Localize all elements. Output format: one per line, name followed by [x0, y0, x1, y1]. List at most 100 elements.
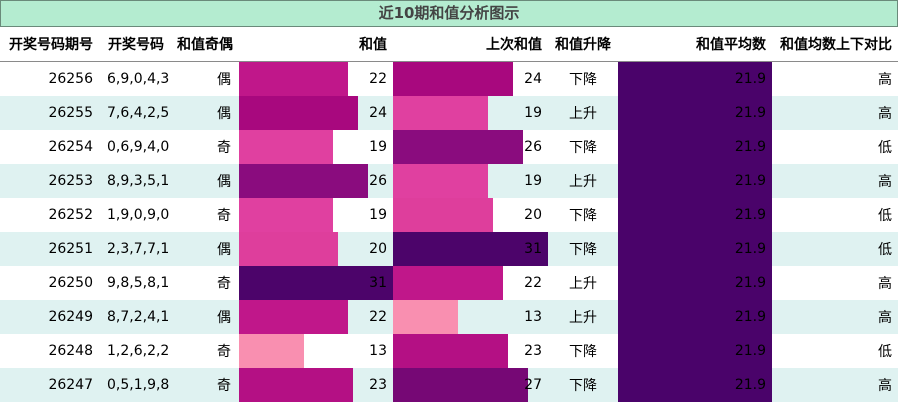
cell-compare: 低	[878, 344, 892, 360]
cell-prev-sum-value: 22	[524, 275, 542, 291]
cell-avg-bar	[618, 266, 772, 300]
cell-avg-bar	[618, 164, 772, 198]
sum-analysis-table: 开奖号码期号 开奖号码 和值奇偶 和值 上次和值 和值升降 和值平均数 和值均数…	[0, 27, 898, 402]
chart-title: 近10期和值分析图示	[0, 0, 898, 27]
cell-prev-sum-bar	[393, 130, 523, 164]
cell-avg: 21.9	[618, 334, 772, 368]
cell-numbers: 1,9,0,9,0	[107, 207, 170, 223]
cell-prev-sum-value: 26	[524, 139, 542, 155]
cell-avg-bar	[618, 96, 772, 130]
cell-sum: 13	[239, 334, 393, 368]
cell-sum: 31	[239, 266, 393, 300]
cell-prev-sum-bar	[393, 368, 528, 402]
header-compare: 和值均数上下对比	[780, 37, 892, 53]
cell-trend: 上升	[569, 310, 597, 326]
cell-trend: 下降	[569, 378, 597, 394]
cell-sum-value: 22	[369, 71, 387, 87]
cell-sum-value: 31	[369, 275, 387, 291]
cell-sum-value: 13	[369, 343, 387, 359]
table-row: 26252 1,9,0,9,0 奇 19 20 下降 21.9 低	[0, 198, 898, 232]
cell-trend: 下降	[569, 140, 597, 156]
cell-prev-sum: 22	[393, 266, 548, 300]
cell-prev-sum: 31	[393, 232, 548, 266]
table-row: 26254 0,6,9,4,0 奇 19 26 下降 21.9 低	[0, 130, 898, 164]
cell-issue: 26253	[48, 173, 93, 189]
cell-sum: 24	[239, 96, 393, 130]
cell-trend: 下降	[569, 72, 597, 88]
cell-compare: 高	[878, 310, 892, 326]
cell-avg-value: 21.9	[734, 343, 766, 359]
cell-sum-value: 24	[369, 105, 387, 121]
cell-compare: 高	[878, 106, 892, 122]
cell-avg: 21.9	[618, 266, 772, 300]
cell-trend: 下降	[569, 208, 597, 224]
header-parity: 和值奇偶	[177, 37, 233, 53]
cell-issue: 26254	[48, 139, 93, 155]
cell-compare: 高	[878, 276, 892, 292]
cell-prev-sum: 19	[393, 164, 548, 198]
cell-issue: 26255	[48, 105, 93, 121]
cell-parity: 偶	[217, 106, 231, 122]
cell-avg: 21.9	[618, 232, 772, 266]
cell-sum-value: 19	[369, 139, 387, 155]
cell-prev-sum-value: 24	[524, 71, 542, 87]
cell-avg-bar	[618, 130, 772, 164]
cell-parity: 奇	[217, 140, 231, 156]
table-row: 26256 6,9,0,4,3 偶 22 24 下降 21.9 高	[0, 62, 898, 96]
cell-prev-sum: 23	[393, 334, 548, 368]
cell-prev-sum-value: 23	[524, 343, 542, 359]
cell-sum: 19	[239, 198, 393, 232]
cell-avg-value: 21.9	[734, 139, 766, 155]
cell-issue: 26251	[48, 241, 93, 257]
cell-issue: 26252	[48, 207, 93, 223]
cell-avg-value: 21.9	[734, 309, 766, 325]
cell-avg-bar	[618, 368, 772, 402]
cell-issue: 26249	[48, 309, 93, 325]
cell-sum-value: 19	[369, 207, 387, 223]
cell-sum: 26	[239, 164, 393, 198]
header-issue: 开奖号码期号	[9, 37, 93, 53]
cell-avg: 21.9	[618, 198, 772, 232]
cell-avg-bar	[618, 198, 772, 232]
cell-sum: 22	[239, 62, 393, 96]
cell-avg: 21.9	[618, 62, 772, 96]
header-row: 开奖号码期号 开奖号码 和值奇偶 和值 上次和值 和值升降 和值平均数 和值均数…	[0, 27, 898, 62]
cell-numbers: 8,7,2,4,1	[107, 309, 170, 325]
table-row: 26255 7,6,4,2,5 偶 24 19 上升 21.9 高	[0, 96, 898, 130]
cell-avg-value: 21.9	[734, 275, 766, 291]
table-row: 26250 9,8,5,8,1 奇 31 22 上升 21.9 高	[0, 266, 898, 300]
cell-avg-value: 21.9	[734, 377, 766, 393]
cell-avg: 21.9	[618, 130, 772, 164]
header-prev-sum: 上次和值	[486, 37, 542, 53]
cell-trend: 上升	[569, 106, 597, 122]
cell-issue: 26248	[48, 343, 93, 359]
cell-avg: 21.9	[618, 368, 772, 402]
cell-prev-sum-value: 27	[524, 377, 542, 393]
cell-avg: 21.9	[618, 300, 772, 334]
header-sum: 和值	[359, 37, 387, 53]
cell-prev-sum: 26	[393, 130, 548, 164]
cell-sum: 20	[239, 232, 393, 266]
cell-sum-value: 23	[369, 377, 387, 393]
cell-avg-bar	[618, 334, 772, 368]
cell-sum-bar	[239, 300, 348, 334]
cell-compare: 低	[878, 208, 892, 224]
cell-numbers: 1,2,6,2,2	[107, 343, 170, 359]
cell-compare: 低	[878, 140, 892, 156]
cell-sum-value: 20	[369, 241, 387, 257]
cell-numbers: 6,9,0,4,3	[107, 71, 170, 87]
header-numbers: 开奖号码	[108, 37, 164, 53]
cell-compare: 高	[878, 72, 892, 88]
table-row: 26253 8,9,3,5,1 偶 26 19 上升 21.9 高	[0, 164, 898, 198]
cell-prev-sum-value: 19	[524, 105, 542, 121]
cell-parity: 奇	[217, 378, 231, 394]
cell-sum-bar	[239, 368, 353, 402]
cell-avg: 21.9	[618, 164, 772, 198]
cell-avg: 21.9	[618, 96, 772, 130]
header-trend: 和值升降	[555, 37, 611, 53]
cell-prev-sum: 24	[393, 62, 548, 96]
cell-compare: 高	[878, 378, 892, 394]
cell-prev-sum-value: 13	[524, 309, 542, 325]
cell-prev-sum: 20	[393, 198, 548, 232]
cell-trend: 下降	[569, 344, 597, 360]
